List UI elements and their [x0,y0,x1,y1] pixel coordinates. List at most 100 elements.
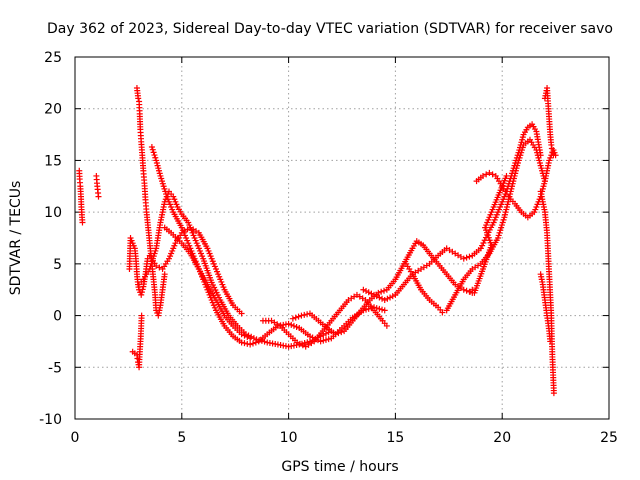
data-point [136,346,143,353]
data-point [516,207,523,214]
data-point [139,149,146,156]
data-point [371,291,378,298]
data-point [304,331,311,338]
grid-lines [75,57,609,419]
data-point [133,268,140,275]
data-point [381,297,388,304]
data-point [220,310,227,317]
data-point [288,321,295,328]
data-point [304,339,311,346]
y-tick-label: 15 [44,153,62,169]
x-tick-label: 25 [600,430,618,446]
data-point [308,340,315,347]
data-point [151,289,158,296]
data-point [138,325,145,332]
data-point [424,248,431,255]
x-tick-label: 20 [493,430,511,446]
data-point [241,340,248,347]
data-point [500,216,507,223]
data-point [513,165,520,172]
data-point [283,329,290,336]
data-point [481,237,488,244]
data-point [211,263,218,270]
data-point [356,309,363,316]
data-point [131,350,138,357]
y-tick-label: 10 [44,205,62,221]
data-point [399,283,406,290]
data-point [495,206,502,213]
data-point [194,263,201,270]
data-point [543,227,550,234]
data-point [292,314,299,321]
data-point [474,262,481,269]
data-point [247,341,254,348]
data-point [335,330,342,337]
data-point [384,295,391,302]
data-point [165,228,172,235]
data-point [78,211,85,218]
data-point [524,138,531,145]
data-point [390,278,397,285]
data-point [228,300,235,307]
data-point [143,206,150,213]
data-point [317,338,324,345]
data-point [184,226,191,233]
data-point [164,258,171,265]
data-point [450,279,457,286]
data-point [132,253,139,260]
data-point [550,387,557,394]
data-point [467,268,474,275]
data-point [301,311,308,318]
data-point [469,286,476,293]
y-tick-label: -10 [39,412,62,428]
data-point [138,278,145,285]
y-tick-label: -5 [48,360,62,376]
data-point [548,139,555,146]
data-point [459,278,466,285]
data-point [228,331,235,338]
data-point [145,268,152,275]
data-point [292,337,299,344]
data-point [424,294,431,301]
data-point [148,143,155,150]
data-point [299,342,306,349]
data-point [483,171,490,178]
data-point [274,321,281,328]
data-point [272,324,279,331]
data-points [76,85,559,397]
data-point [186,242,193,249]
data-point [541,206,548,213]
data-point [76,173,83,180]
data-point [457,253,464,260]
data-point [272,341,279,348]
data-point [193,228,200,235]
data-point [378,288,385,295]
data-point [493,237,500,244]
data-point [142,193,149,200]
data-point [220,284,227,291]
data-point [156,264,163,271]
data-point [156,170,163,177]
data-point [407,268,414,275]
y-tick-label: 5 [53,257,62,273]
data-point [149,146,156,153]
data-point [536,160,543,167]
data-point [138,135,145,142]
data-point [157,222,164,229]
data-point [539,196,546,203]
data-point [138,289,145,296]
data-point [203,279,210,286]
data-point [325,336,332,343]
data-point [313,315,320,322]
data-point [547,128,554,135]
data-point [203,243,210,250]
data-point [546,113,553,120]
x-axis-label: GPS time / hours [281,459,398,475]
data-point [93,176,100,183]
data-point [365,299,372,306]
data-point [151,152,158,159]
data-point [387,294,394,301]
data-point [412,240,419,247]
data-point [150,149,157,156]
data-point [156,304,163,311]
